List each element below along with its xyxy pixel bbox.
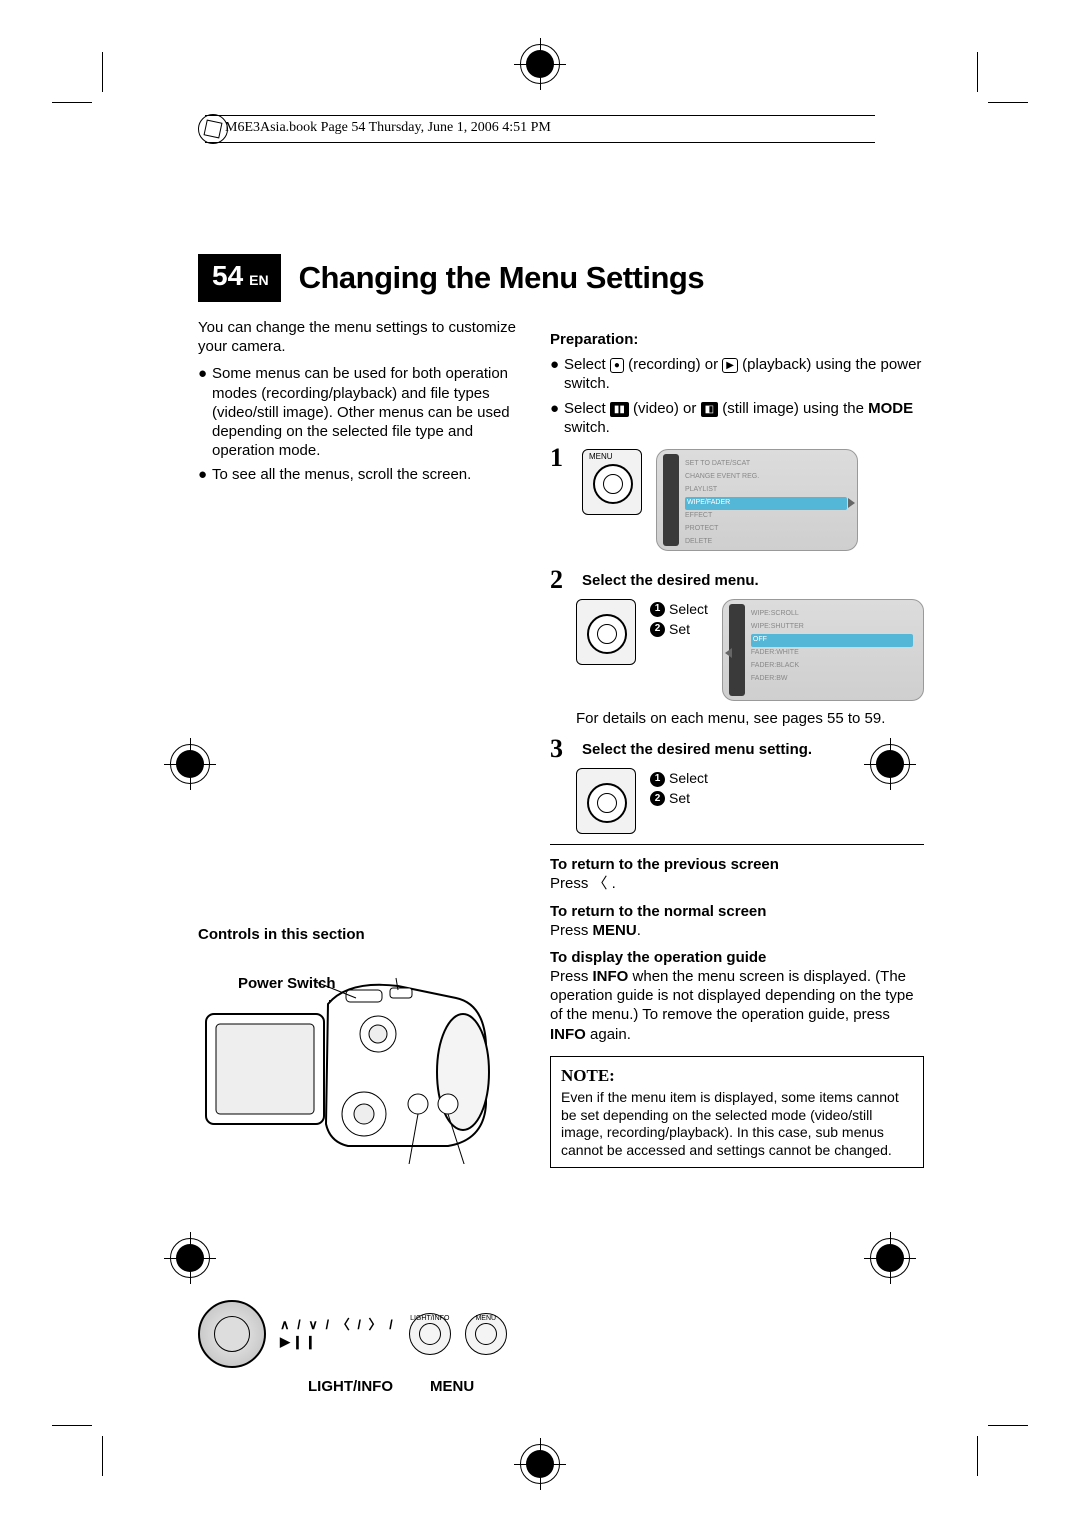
osd-screen-2: WIPE:SCROLL WIPE:SHUTTER OFF FADER:WHITE… xyxy=(722,599,924,701)
book-ornament-icon xyxy=(198,114,228,144)
label-light-info: LIGHT/INFO xyxy=(308,1377,393,1396)
select-set-labels: 1Select 2Set xyxy=(650,768,708,810)
label-menu: MENU xyxy=(430,1377,474,1396)
page-title: Changing the Menu Settings xyxy=(281,254,705,302)
page-lang: EN xyxy=(249,272,268,288)
intro-text: You can change the menu settings to cust… xyxy=(198,318,528,356)
still-image-icon: ◧ xyxy=(701,402,718,417)
camera-illustration: Power Switch MODE Switch xyxy=(198,974,528,1304)
left-arrow-icon xyxy=(725,648,732,658)
video-icon: ▮▮ xyxy=(610,402,629,417)
display-guide-heading: To display the operation guide xyxy=(550,948,924,967)
page: M6E3Asia.book Page 54 Thursday, June 1, … xyxy=(0,0,1080,1528)
osd-screen-1: SET TO DATE/SCAT CHANGE EVENT REG. PLAYL… xyxy=(656,449,858,551)
return-normal-heading: To return to the normal screen xyxy=(550,902,924,921)
return-prev-text: Press 〈 . xyxy=(550,874,924,893)
controls-section: Controls in this section Power Switch MO… xyxy=(198,925,528,1304)
circled-1-icon: 1 xyxy=(650,602,665,617)
arrow-glyphs: ∧ / ∨ / 〈 / 〉 / ▶❙❙ xyxy=(280,1317,395,1350)
step-heading: Select the desired menu. xyxy=(582,567,924,590)
step2-note: For details on each menu, see pages 55 t… xyxy=(576,709,924,728)
circled-1-icon: 1 xyxy=(650,772,665,787)
prep-text: Select ▮▮ (video) or ◧ (still image) usi… xyxy=(564,399,924,437)
step-number: 3 xyxy=(550,736,572,762)
divider xyxy=(550,844,924,845)
bullet-text: To see all the menus, scroll the screen. xyxy=(212,465,528,484)
camera-body-icon xyxy=(198,974,498,1164)
step-1: 1 MENU SET TO DATE/SCAT CHANGE EVENT REG… xyxy=(550,445,924,559)
circled-2-icon: 2 xyxy=(650,622,665,637)
step-number: 1 xyxy=(550,445,572,471)
dial-control-icon xyxy=(576,599,636,665)
record-icon: ● xyxy=(610,358,624,373)
bottom-controls: ∧ / ∨ / 〈 / 〉 / ▶❙❙ LIGHT/INFO MENU xyxy=(198,1300,507,1368)
light-info-button-icon: LIGHT/INFO xyxy=(409,1313,451,1355)
right-column: Preparation: ● Select ● (recording) or ▶… xyxy=(550,318,924,1398)
menu-button-icon: MENU xyxy=(465,1313,507,1355)
bullet-icon: ● xyxy=(550,355,564,393)
bullet-item: ● Some menus can be used for both operat… xyxy=(198,364,528,460)
preparation-heading: Preparation: xyxy=(550,330,924,349)
content-columns: You can change the menu settings to cust… xyxy=(198,318,882,1398)
controls-heading: Controls in this section xyxy=(198,925,528,944)
running-head-rule xyxy=(205,142,875,143)
left-column: You can change the menu settings to cust… xyxy=(198,318,528,1398)
bullet-item: ● To see all the menus, scroll the scree… xyxy=(198,465,528,484)
prep-item: ● Select ● (recording) or ▶ (playback) u… xyxy=(550,355,924,393)
step-number: 2 xyxy=(550,567,572,593)
bullet-icon: ● xyxy=(198,465,212,484)
step-2: 2 Select the desired menu. xyxy=(550,567,924,593)
dial-control-icon xyxy=(576,768,636,834)
page-header: 54 EN Changing the Menu Settings xyxy=(198,254,704,302)
display-guide-text: Press INFO when the menu screen is displ… xyxy=(550,967,924,1044)
bullet-icon: ● xyxy=(550,399,564,437)
note-body: Even if the menu item is displayed, some… xyxy=(561,1089,913,1159)
step-3: 3 Select the desired menu setting. xyxy=(550,736,924,762)
registration-mark-icon xyxy=(520,1444,560,1484)
running-head-rule xyxy=(205,115,875,116)
page-number-badge: 54 EN xyxy=(198,254,281,302)
prep-item: ● Select ▮▮ (video) or ◧ (still image) u… xyxy=(550,399,924,437)
circled-2-icon: 2 xyxy=(650,791,665,806)
playback-icon: ▶ xyxy=(722,358,738,373)
bullet-text: Some menus can be used for both operatio… xyxy=(212,364,528,460)
prep-text: Select ● (recording) or ▶ (playback) usi… xyxy=(564,355,924,393)
note-box: NOTE: Even if the menu item is displayed… xyxy=(550,1056,924,1168)
page-number: 54 xyxy=(212,260,243,292)
menu-control-icon: MENU xyxy=(582,449,642,515)
step-heading: Select the desired menu setting. xyxy=(582,736,924,759)
return-prev-heading: To return to the previous screen xyxy=(550,855,924,874)
registration-mark-icon xyxy=(520,44,560,84)
running-head: M6E3Asia.book Page 54 Thursday, June 1, … xyxy=(225,120,551,136)
right-arrow-icon xyxy=(848,498,855,508)
select-set-labels: 1Select 2Set xyxy=(650,599,708,641)
multi-dial-icon xyxy=(198,1300,266,1368)
note-title: NOTE: xyxy=(561,1065,913,1086)
bullet-icon: ● xyxy=(198,364,212,460)
return-normal-text: Press MENU. xyxy=(550,921,924,940)
